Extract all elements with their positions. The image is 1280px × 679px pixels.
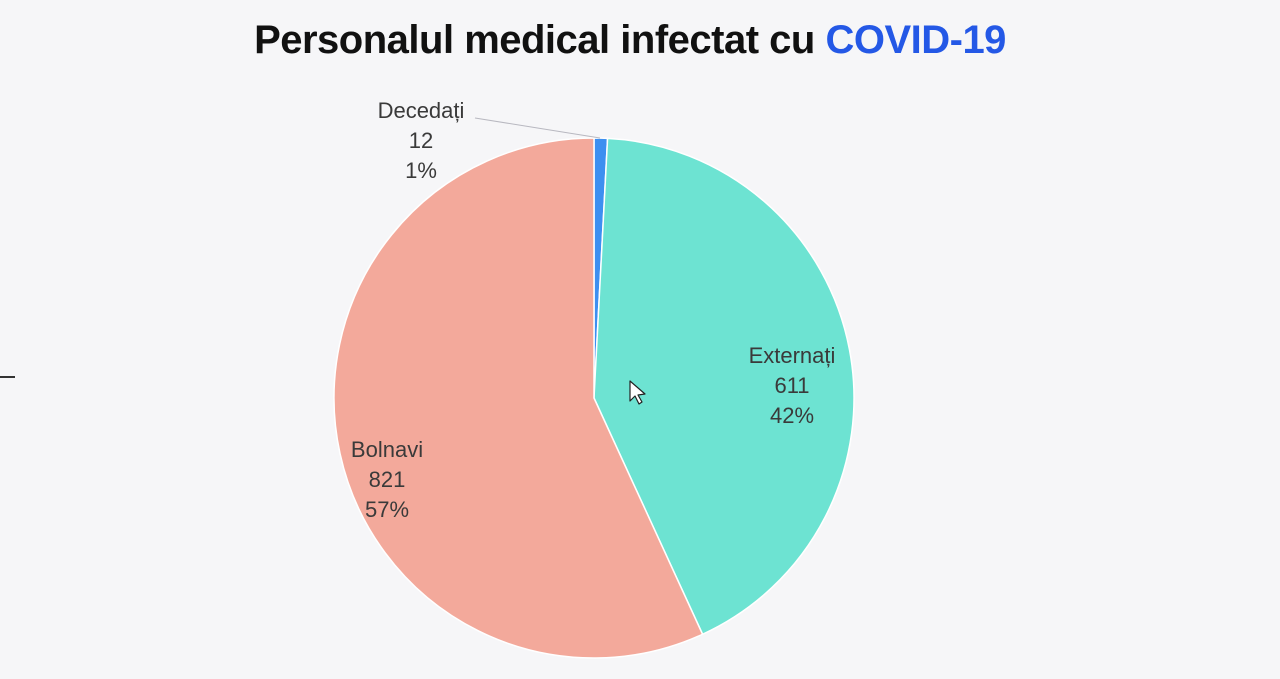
chart-title-main: Personalul medical infectat cu — [254, 18, 815, 62]
chart-title: Personalul medical infectat cu COVID-19 — [0, 18, 1260, 63]
leader-lines — [474, 117, 601, 139]
slice-labels: Decedați 12 1% Externați 611 42% Bolnavi 821 57% — [351, 98, 835, 522]
pie-slice-3 — [333, 137, 704, 659]
pie-slice-2 — [593, 137, 855, 636]
slice-label-name-3: Bolnavi — [351, 437, 423, 462]
slice-label-value-1: 12 — [409, 128, 433, 153]
slice-label-percent-2: 42% — [770, 403, 814, 428]
leader-line-1 — [474, 117, 601, 139]
slice-label-value-2: 611 — [774, 373, 809, 398]
slice-label-name-1: Decedați — [378, 98, 465, 123]
edge-dash — [0, 376, 15, 378]
chart-title-highlight: COVID-19 — [825, 18, 1006, 62]
pie-slices — [333, 137, 855, 659]
slice-label-name-2: Externați — [749, 343, 836, 368]
slice-label-percent-3: 57% — [365, 497, 409, 522]
mouse-cursor-icon — [629, 380, 646, 405]
slice-label-value-3: 821 — [369, 467, 406, 492]
slice-label-percent-1: 1% — [405, 158, 437, 183]
